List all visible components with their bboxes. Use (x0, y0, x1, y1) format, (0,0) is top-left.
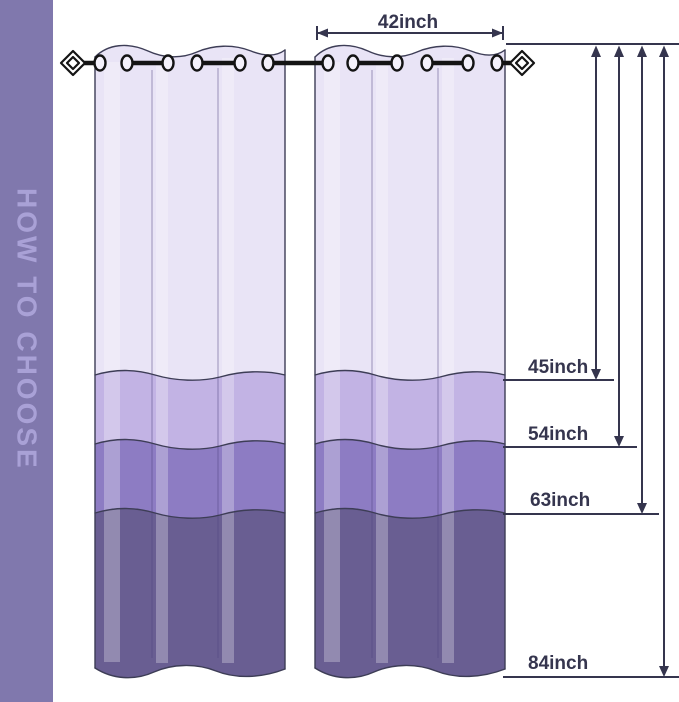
curtain-outline (94, 44, 286, 679)
height-arrow-45 (591, 45, 601, 380)
grommet (93, 54, 107, 72)
height-arrows (591, 45, 669, 677)
height-label-84: 84inch (528, 653, 588, 674)
grommet (390, 54, 404, 72)
width-dimension: 42inch (316, 12, 504, 40)
grommet (461, 54, 475, 72)
height-arrow-54 (614, 45, 624, 447)
arrow-down-icon (637, 503, 647, 514)
grommet (120, 54, 134, 72)
curtain-band-2 (95, 370, 285, 450)
grommet (161, 54, 175, 72)
curtain-band-4 (95, 508, 285, 678)
height-label-63: 63inch (530, 490, 590, 511)
width-dimension-label: 42inch (378, 12, 438, 33)
arrow-down-icon (591, 369, 601, 380)
curtain-band-3 (95, 439, 285, 519)
height-arrow-84 (659, 45, 669, 677)
arrow-up-icon (659, 45, 669, 57)
fold-highlight (156, 60, 168, 663)
finial-right-icon (508, 49, 536, 77)
fold-highlight (104, 62, 120, 662)
grommet (321, 54, 335, 72)
grommet (190, 54, 204, 72)
sidebar-title: HOW TO CHOOSE (11, 188, 43, 471)
arrow-left-icon (317, 28, 328, 38)
height-arrow-63 (637, 45, 647, 514)
arrow-right-icon (492, 28, 503, 38)
height-dimension-84: 84inch (503, 653, 679, 678)
finial-left-icon (59, 49, 87, 77)
height-label-54: 54inch (528, 424, 588, 445)
arrow-down-icon (659, 666, 669, 677)
height-dimension-45: 45inch (503, 357, 614, 381)
curtain-band-1 (95, 45, 285, 381)
curtain-panel-right (314, 44, 506, 679)
grommet (490, 54, 504, 72)
curtain-panel-left (94, 44, 286, 679)
sidebar-banner: HOW TO CHOOSE (0, 0, 53, 702)
grommet (420, 54, 434, 72)
arrow-down-icon (614, 436, 624, 447)
grommet (233, 54, 247, 72)
arrow-up-icon (614, 45, 624, 57)
height-label-45: 45inch (528, 357, 588, 378)
arrow-up-icon (591, 45, 601, 57)
arrow-up-icon (637, 45, 647, 57)
height-dimension-63: 63inch (503, 490, 659, 515)
grommet (346, 54, 360, 72)
grommet (261, 54, 275, 72)
grommets (93, 54, 504, 72)
fold-highlight (222, 58, 234, 663)
height-dimension-54: 54inch (503, 424, 637, 448)
